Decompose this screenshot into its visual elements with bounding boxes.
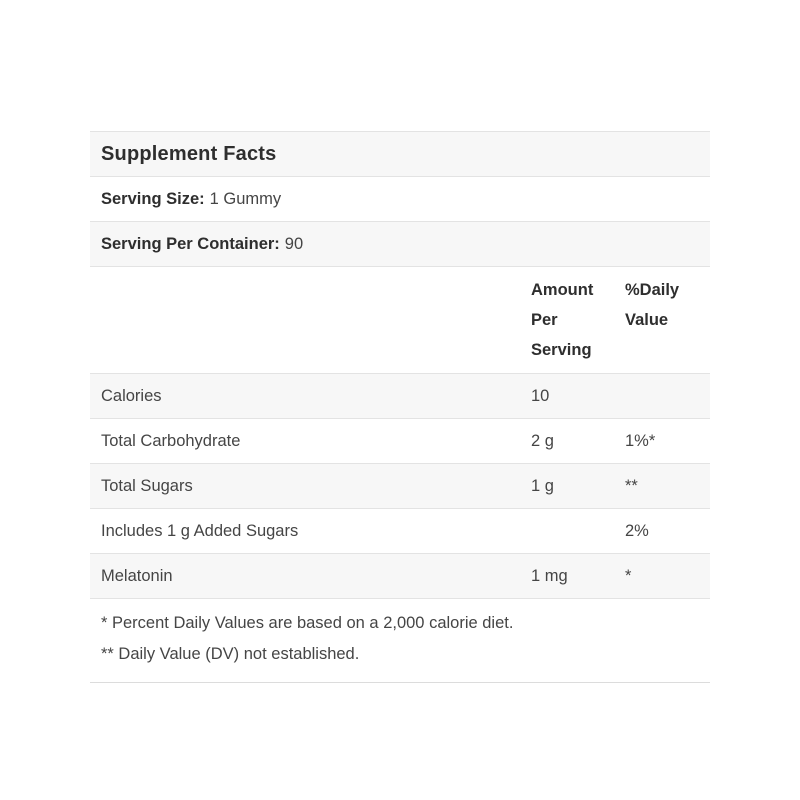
servings-per-container-row: Serving Per Container: 90: [90, 221, 710, 266]
servings-per-container-value: 90: [284, 234, 304, 253]
table-row-added-sugars: Includes 1 g Added Sugars 2%: [90, 508, 710, 553]
serving-size-row: Serving Size: 1 Gummy: [90, 176, 710, 221]
supplement-facts-table: Supplement Facts Serving Size: 1 Gummy S…: [90, 131, 710, 683]
nutrient-amount: 10: [531, 386, 550, 405]
nutrient-label: Total Sugars: [101, 476, 193, 495]
servings-per-container-label: Serving Per Container:: [101, 234, 280, 253]
table-row-total-carbohydrate: Total Carbohydrate 2 g 1%*: [90, 418, 710, 463]
supplement-facts-title-row: Supplement Facts: [90, 131, 710, 176]
nutrient-dv: 2%: [625, 521, 649, 540]
nutrient-amount: 2 g: [531, 431, 554, 450]
table-row-total-sugars: Total Sugars 1 g **: [90, 463, 710, 508]
column-header-row: Amount Per Serving %Daily Value: [90, 266, 710, 373]
nutrient-label: Melatonin: [101, 566, 173, 585]
nutrient-amount: 1 g: [531, 476, 554, 495]
nutrient-label: Total Carbohydrate: [101, 431, 241, 450]
nutrient-dv: 1%*: [625, 431, 656, 450]
nutrient-label: Calories: [101, 386, 162, 405]
nutrient-label: Includes 1 g Added Sugars: [101, 521, 299, 540]
nutrient-amount: 1 mg: [531, 566, 568, 585]
nutrient-dv: **: [625, 476, 638, 495]
table-row-melatonin: Melatonin 1 mg *: [90, 553, 710, 598]
serving-size-label: Serving Size:: [101, 189, 205, 208]
amount-per-serving-header: Amount Per Serving: [531, 281, 594, 359]
serving-size-value: 1 Gummy: [209, 189, 282, 208]
nutrient-dv: *: [625, 566, 632, 585]
footnote-daily-values: * Percent Daily Values are based on a 2,…: [101, 614, 514, 632]
table-row-calories: Calories 10: [90, 373, 710, 418]
daily-value-header: %Daily Value: [625, 281, 680, 329]
footnote-dv-not-established: ** Daily Value (DV) not established.: [101, 645, 360, 663]
footnotes-section: * Percent Daily Values are based on a 2,…: [90, 598, 710, 683]
supplement-facts-title: Supplement Facts: [101, 142, 277, 165]
